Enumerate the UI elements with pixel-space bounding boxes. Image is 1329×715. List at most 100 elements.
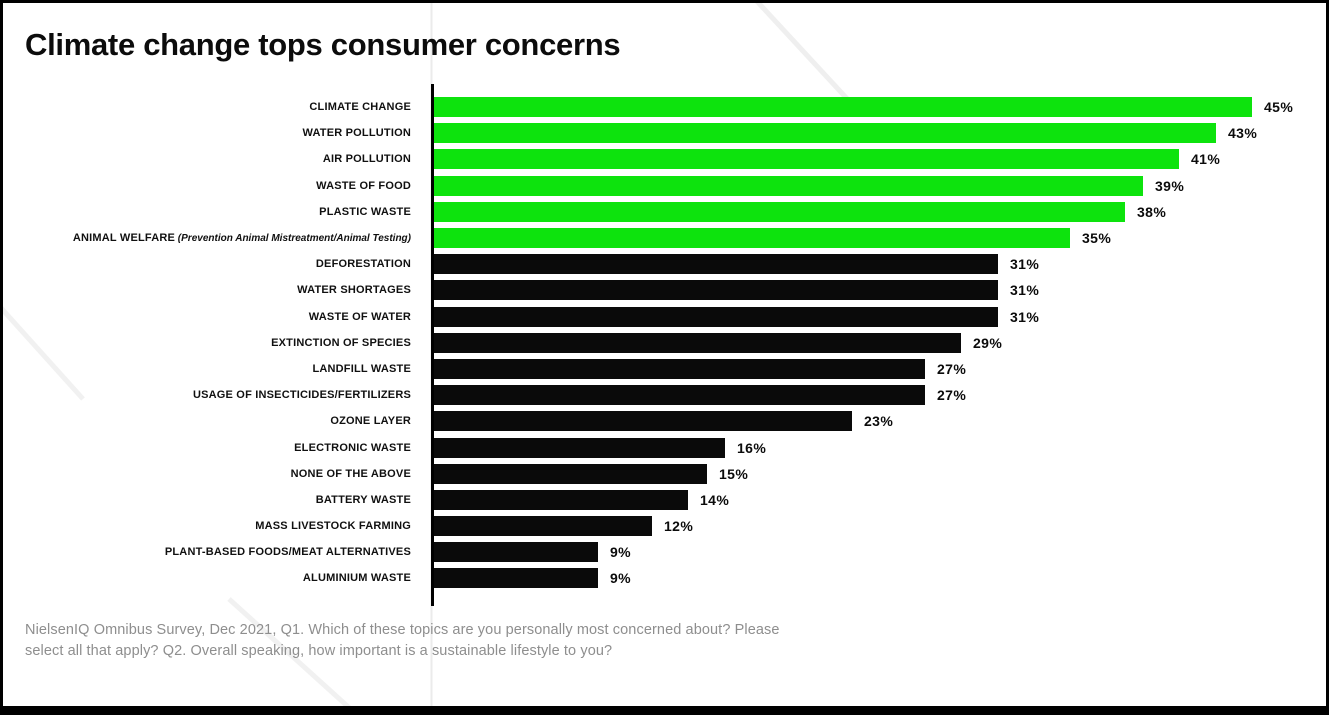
source-note-line1: NielsenIQ Omnibus Survey, Dec 2021, Q1. … — [25, 622, 780, 638]
bar-row: USAGE OF INSECTICIDES/FERTILIZERS 27% — [3, 382, 1303, 408]
bar — [434, 385, 925, 406]
category-label: ELECTRONIC WASTE — [294, 441, 411, 454]
value-label: 31% — [1010, 282, 1040, 299]
bar-row: NONE OF THE ABOVE 15% — [3, 461, 1303, 487]
category-label: PLASTIC WASTE — [319, 205, 411, 218]
bar — [434, 123, 1216, 144]
bar — [434, 97, 1252, 118]
bar — [434, 332, 961, 353]
value-label: 35% — [1082, 230, 1112, 247]
bar-zone: 27% — [434, 385, 967, 406]
bar-row: WASTE OF WATER 31% — [3, 304, 1303, 330]
source-note-line2: select all that apply? Q2. Overall speak… — [25, 642, 613, 659]
bar-zone: 45% — [434, 97, 1294, 118]
bar-zone: 15% — [434, 463, 749, 484]
decor-diagonal-top-right — [755, 3, 853, 105]
bar — [434, 437, 725, 458]
bar-row: ELECTRONIC WASTE 16% — [3, 434, 1303, 460]
bar-row: EXTINCTION OF SPECIES 29% — [3, 330, 1303, 356]
bar — [434, 254, 998, 275]
bar-zone: 12% — [434, 516, 693, 537]
bar-row: CLIMATE CHANGE 45% — [3, 94, 1303, 120]
value-label: 9% — [610, 544, 632, 561]
category-label: WATER POLLUTION — [302, 127, 411, 140]
bar — [434, 201, 1125, 222]
bar-row: LANDFILL WASTE 27% — [3, 356, 1303, 382]
bar-zone: 31% — [434, 254, 1040, 275]
bar — [434, 149, 1179, 170]
bar-row: AIR POLLUTION 41% — [3, 146, 1303, 172]
value-label: 15% — [719, 465, 749, 482]
value-label: 23% — [864, 413, 894, 430]
bar — [434, 463, 707, 484]
bar — [434, 568, 598, 589]
bar-row: MASS LIVESTOCK FARMING 12% — [3, 513, 1303, 539]
bar-zone: 29% — [434, 332, 1003, 353]
bar — [434, 542, 598, 563]
bar-row: ANIMAL WELFARE (Prevention Animal Mistre… — [3, 225, 1303, 251]
value-label: 27% — [937, 387, 967, 404]
bar — [434, 358, 925, 379]
decor-diagonal-left — [3, 306, 85, 401]
bar — [434, 280, 998, 301]
value-label: 31% — [1010, 256, 1040, 273]
category-label: LANDFILL WASTE — [312, 362, 411, 375]
bar-row: WASTE OF FOOD 39% — [3, 173, 1303, 199]
category-label: DEFORESTATION — [315, 258, 411, 271]
bar-row: ALUMINIUM WASTE 9% — [3, 565, 1303, 591]
bar — [434, 516, 652, 537]
category-label: MASS LIVESTOCK FARMING — [255, 520, 411, 533]
category-label: ANIMAL WELFARE (Prevention Animal Mistre… — [72, 232, 411, 245]
category-label: AIR POLLUTION — [322, 153, 411, 166]
bar — [434, 228, 1070, 249]
bar-zone: 39% — [434, 175, 1185, 196]
bar-zone: 43% — [434, 123, 1258, 144]
category-label: USAGE OF INSECTICIDES/FERTILIZERS — [192, 389, 411, 402]
bar-zone: 16% — [434, 437, 767, 458]
category-label: NONE OF THE ABOVE — [290, 467, 411, 480]
value-label: 16% — [737, 439, 767, 456]
bar — [434, 489, 688, 510]
category-label: CLIMATE CHANGE — [309, 101, 411, 114]
value-label: 41% — [1191, 151, 1221, 168]
bar-row: PLANT-BASED FOODS/MEAT ALTERNATIVES 9% — [3, 539, 1303, 565]
value-label: 43% — [1228, 125, 1258, 142]
bar-zone: 31% — [434, 280, 1040, 301]
bar-row: DEFORESTATION 31% — [3, 251, 1303, 277]
bar-row: WATER SHORTAGES 31% — [3, 277, 1303, 303]
category-sublabel: (Prevention Animal Mistreatment/Animal T… — [175, 233, 411, 245]
bar — [434, 306, 998, 327]
category-label: WATER SHORTAGES — [297, 284, 411, 297]
category-label: WASTE OF WATER — [308, 310, 411, 323]
bar-row: PLASTIC WASTE 38% — [3, 199, 1303, 225]
chart-axis-line — [431, 84, 434, 606]
bar-zone: 38% — [434, 201, 1167, 222]
bar-zone: 9% — [434, 568, 632, 589]
bar-row: OZONE LAYER 23% — [3, 408, 1303, 434]
value-label: 39% — [1155, 177, 1185, 194]
category-label: WASTE OF FOOD — [316, 179, 411, 192]
bar-zone: 27% — [434, 358, 967, 379]
category-label: BATTERY WASTE — [315, 493, 411, 506]
category-label: PLANT-BASED FOODS/MEAT ALTERNATIVES — [164, 546, 411, 559]
value-label: 9% — [610, 570, 632, 587]
bar-zone: 9% — [434, 542, 632, 563]
value-label: 29% — [973, 334, 1003, 351]
bar-zone: 35% — [434, 228, 1112, 249]
bar — [434, 411, 852, 432]
value-label: 45% — [1264, 99, 1294, 116]
source-note: NielsenIQ Omnibus Survey, Dec 2021, Q1. … — [25, 620, 780, 661]
bar-row: WATER POLLUTION 43% — [3, 120, 1303, 146]
category-label: EXTINCTION OF SPECIES — [271, 336, 411, 349]
value-label: 38% — [1137, 203, 1167, 220]
value-label: 31% — [1010, 308, 1040, 325]
bar-chart: CLIMATE CHANGE 45% WATER POLLUTION 43% AIR P… — [3, 94, 1303, 592]
category-label: ALUMINIUM WASTE — [302, 572, 411, 585]
bar-zone: 31% — [434, 306, 1040, 327]
decor-diagonal-bottom — [227, 597, 351, 706]
value-label: 14% — [700, 491, 730, 508]
value-label: 27% — [937, 360, 967, 377]
chart-title: Climate change tops consumer concerns — [25, 27, 621, 62]
bar-zone: 14% — [434, 489, 730, 510]
bar — [434, 175, 1143, 196]
